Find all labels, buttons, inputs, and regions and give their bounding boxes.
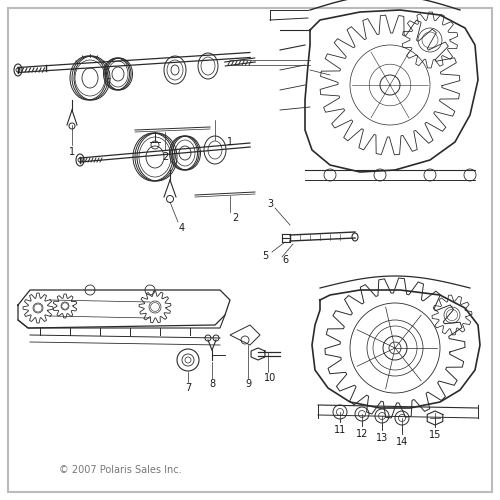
Text: 8: 8 [209, 379, 215, 389]
Text: 9: 9 [245, 379, 251, 389]
Text: 4: 4 [179, 223, 185, 233]
Text: 14: 14 [396, 437, 408, 447]
Text: 11: 11 [334, 425, 346, 435]
Text: © 2007 Polaris Sales Inc.: © 2007 Polaris Sales Inc. [58, 465, 182, 475]
Text: 5: 5 [262, 251, 268, 261]
Text: 13: 13 [376, 433, 388, 443]
Text: 2: 2 [162, 152, 168, 162]
Text: 7: 7 [185, 383, 191, 393]
Text: 10: 10 [264, 373, 276, 383]
Text: 6: 6 [282, 255, 288, 265]
Text: 1: 1 [69, 147, 75, 157]
Text: 3: 3 [267, 199, 273, 209]
Text: 1: 1 [227, 137, 233, 147]
Text: 15: 15 [429, 430, 441, 440]
Text: 2: 2 [232, 213, 238, 223]
Text: 12: 12 [356, 429, 368, 439]
